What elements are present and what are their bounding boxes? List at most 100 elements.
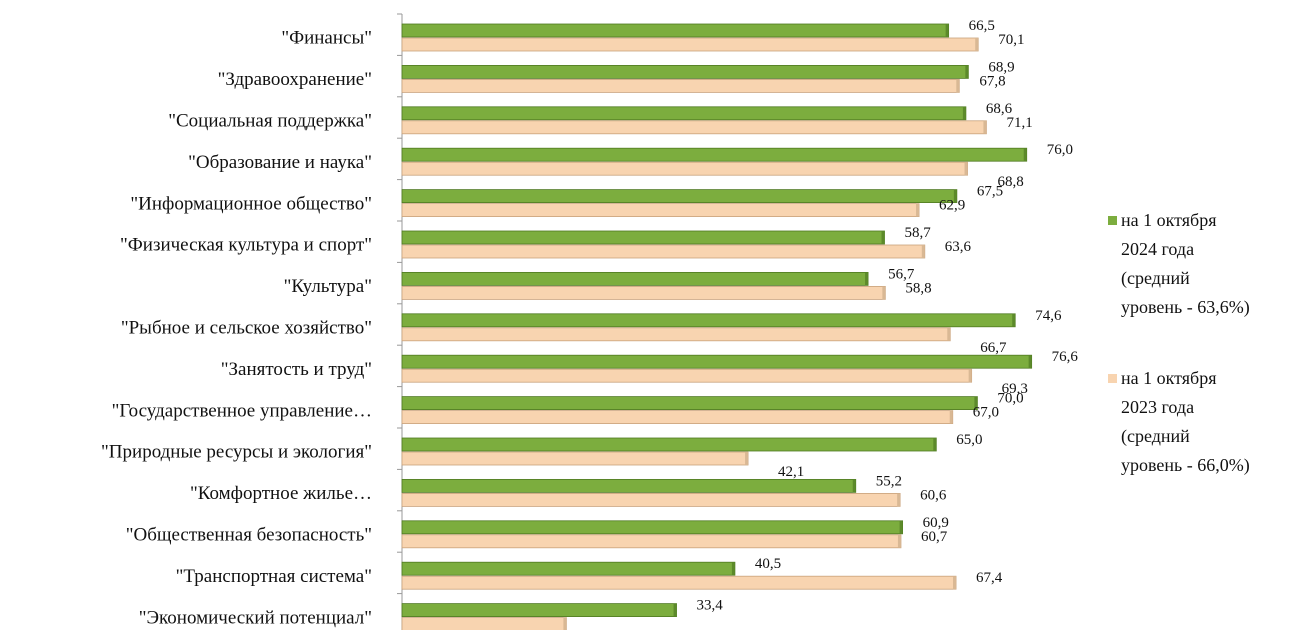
bar-2023-edge — [882, 286, 886, 300]
bar-2024 — [401, 561, 736, 576]
bar-2023 — [401, 492, 901, 507]
bar-2023-edge — [953, 576, 957, 590]
bar-2024 — [401, 603, 677, 617]
bar-2024-edge — [933, 438, 937, 451]
bar-2023-edge — [975, 38, 979, 51]
bar-2024-edge — [965, 65, 969, 79]
category-label: "Культура" — [284, 276, 372, 297]
bar-2024-edge — [731, 562, 735, 576]
value-label-2024: 70,0 — [997, 391, 1023, 407]
category-label: "Транспортная система" — [176, 566, 372, 587]
bar-2023 — [401, 37, 979, 52]
bar-2024 — [401, 313, 1016, 328]
category-label: "Экономический потенциал" — [139, 607, 372, 628]
value-label-2023: 60,7 — [921, 529, 948, 545]
value-label-2024: 67,5 — [977, 184, 1003, 200]
bar-2024 — [401, 106, 967, 121]
bar-2023-edge — [916, 203, 920, 217]
bar-2024 — [401, 396, 978, 411]
bar-2023 — [401, 575, 957, 590]
value-label-2023: 60,6 — [920, 487, 947, 503]
bar-2023 — [401, 410, 954, 425]
bar-2024-edge — [881, 231, 885, 244]
bar-2023 — [401, 617, 567, 630]
bar-2024 — [401, 189, 958, 204]
bar-2023-edge — [983, 120, 987, 134]
category-label: "Рыбное и сельское хозяйство" — [121, 318, 372, 339]
value-label-2024: 76,6 — [1052, 349, 1079, 365]
value-label-2024: 66,5 — [969, 18, 995, 34]
legend-item-2023: на 1 октября 2023 года (средний уровень … — [1108, 364, 1250, 480]
bar-2023 — [401, 285, 886, 300]
bar-2023-edge — [563, 617, 567, 630]
bar-2024 — [401, 23, 950, 38]
bar-2023-edge — [921, 245, 925, 258]
category-label: "Информационное общество" — [130, 193, 372, 214]
value-label-2024: 56,7 — [888, 266, 915, 282]
category-label: "Финансы" — [281, 28, 372, 49]
value-label-2024: 40,5 — [755, 556, 781, 572]
bar-2023-edge — [956, 79, 960, 93]
bar-2024-edge — [962, 106, 966, 120]
bar-2023 — [401, 327, 951, 342]
value-label-2023: 69,3 — [1002, 381, 1028, 397]
category-label: "Образование и наука" — [188, 152, 372, 173]
bar-2023 — [401, 79, 960, 93]
value-label-2024: 60,9 — [923, 515, 949, 531]
value-label-2023: 68,8 — [998, 174, 1024, 190]
value-label-2023: 67,4 — [976, 570, 1003, 586]
bar-2023 — [401, 534, 902, 549]
bar-2024 — [401, 147, 1028, 162]
value-label-2023: 63,6 — [945, 239, 972, 255]
bar-2024 — [401, 354, 1033, 369]
bar-2024 — [401, 230, 885, 245]
legend-swatch-2024 — [1108, 216, 1117, 225]
value-label-2024: 68,9 — [988, 59, 1014, 75]
value-label-2024: 33,4 — [697, 598, 724, 614]
category-label: "Общественная безопасность" — [126, 525, 372, 546]
bar-2024 — [401, 271, 869, 286]
bar-2024-edge — [899, 520, 903, 534]
value-label-2023: 42,1 — [778, 464, 804, 480]
category-label: "Физическая культура и спорт" — [120, 235, 372, 256]
value-label-2023: 67,0 — [973, 405, 999, 421]
value-label-2023: 66,7 — [980, 340, 1007, 356]
bar-2023-edge — [897, 534, 901, 548]
legend-label-2023: на 1 октября 2023 года (средний уровень … — [1121, 368, 1250, 475]
value-label-2023: 62,9 — [939, 198, 965, 214]
legend-label-2024: на 1 октября 2024 года (средний уровень … — [1121, 210, 1250, 317]
category-label: "Природные ресурсы и экология" — [101, 442, 372, 463]
value-label-2023: 70,1 — [998, 32, 1024, 48]
bar-2024-edge — [673, 603, 677, 617]
bar-2024-edge — [953, 189, 957, 203]
category-label: "Здравоохранение" — [218, 69, 372, 90]
value-label-2024: 65,0 — [956, 432, 982, 448]
category-label: "Государственное управление… — [112, 400, 372, 421]
bar-2023-edge — [968, 369, 972, 383]
category-label: "Социальная поддержка" — [168, 111, 372, 132]
legend-item-2024: на 1 октября 2024 года (средний уровень … — [1108, 206, 1250, 322]
bar-2024 — [401, 65, 969, 79]
bar-2023-edge — [947, 327, 951, 341]
bar-2024 — [401, 478, 857, 493]
value-label-2023: 71,1 — [1006, 115, 1032, 131]
bar-2023-edge — [897, 493, 901, 507]
bar-2023 — [401, 451, 749, 466]
bar-2024 — [401, 437, 937, 452]
bar-2024 — [401, 520, 903, 535]
value-label-2024: 55,2 — [876, 473, 902, 489]
bar-2024-edge — [865, 272, 869, 286]
value-label-2024: 74,6 — [1035, 308, 1062, 324]
bar-2024-edge — [974, 396, 978, 410]
category-label: "Занятость и труд" — [221, 359, 372, 380]
bar-2023 — [401, 120, 987, 135]
bar-2024-edge — [1023, 148, 1027, 162]
bar-2023 — [401, 203, 920, 218]
bar-2023 — [401, 244, 926, 259]
bar-2023-edge — [745, 452, 749, 465]
category-label: "Комфортное жилье… — [190, 483, 372, 504]
value-label-2024: 76,0 — [1047, 142, 1073, 158]
value-label-2024: 68,6 — [986, 101, 1013, 117]
bar-2024-edge — [1028, 355, 1032, 369]
